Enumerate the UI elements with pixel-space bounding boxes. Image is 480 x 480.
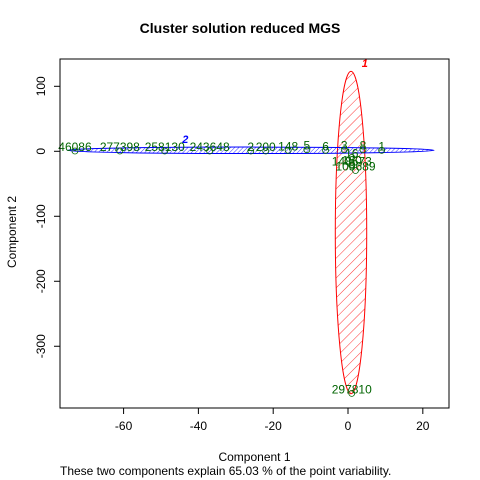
data-point (340, 146, 348, 154)
cluster-label-1: 1 (362, 58, 368, 70)
point-label: 148 (278, 139, 298, 153)
data-point (359, 146, 367, 154)
y-tick-label: -200 (34, 269, 48, 293)
x-tick-label: 0 (345, 419, 352, 433)
data-point (247, 147, 255, 155)
point-label: 200 (256, 140, 276, 154)
point-label: 16 (345, 146, 359, 160)
cluster-ellipse-1 (334, 70, 368, 395)
point-label: 2 (247, 140, 254, 154)
y-tick-label: -100 (34, 204, 48, 228)
data-point (116, 147, 124, 155)
x-tick-label: -20 (265, 419, 283, 433)
chart-subtitle: These two components explain 65.03 % of … (60, 464, 392, 478)
chart-title: Cluster solution reduced MGS (139, 20, 341, 36)
point-label: 1 (378, 139, 385, 153)
x-axis-label: Component 1 (218, 450, 291, 464)
x-tick-label: 20 (416, 419, 430, 433)
data-point (348, 161, 356, 169)
data-points: 46086 277398 258130 243648 2 200 148 5 6 3 8 116148… (58, 139, 385, 397)
x-tick-label: -60 (115, 419, 133, 433)
point-label: 297810 (332, 382, 372, 396)
point-label: 3 (341, 139, 348, 153)
data-point (71, 147, 79, 155)
data-point (284, 146, 292, 154)
data-point (378, 146, 386, 154)
point-label: 277398 (100, 140, 140, 154)
point-label: 8 (360, 139, 367, 153)
data-point (262, 147, 270, 155)
cluster-label-2: 2 (181, 134, 188, 146)
data-point (348, 154, 356, 161)
data-point (322, 146, 329, 154)
data-point (161, 147, 169, 155)
point-label: 46086 (58, 140, 92, 154)
y-tick-label: 0 (34, 148, 48, 155)
y-tick-label: -300 (34, 334, 48, 358)
cluster-ellipses: 12 (66, 58, 435, 395)
point-label: 243648 (190, 140, 230, 154)
point-label: 5 (304, 139, 311, 153)
data-point (303, 146, 311, 154)
point-label: 258130 (145, 140, 185, 154)
point-label: 105689 (335, 159, 375, 173)
y-tick-label: 100 (34, 76, 48, 96)
point-label: 6 (322, 139, 329, 153)
plot-frame (59, 58, 450, 409)
point-label: 160 (342, 154, 362, 168)
data-point (348, 390, 356, 397)
x-tick-label: -40 (190, 419, 208, 433)
data-point (206, 147, 214, 155)
data-point (352, 167, 359, 174)
